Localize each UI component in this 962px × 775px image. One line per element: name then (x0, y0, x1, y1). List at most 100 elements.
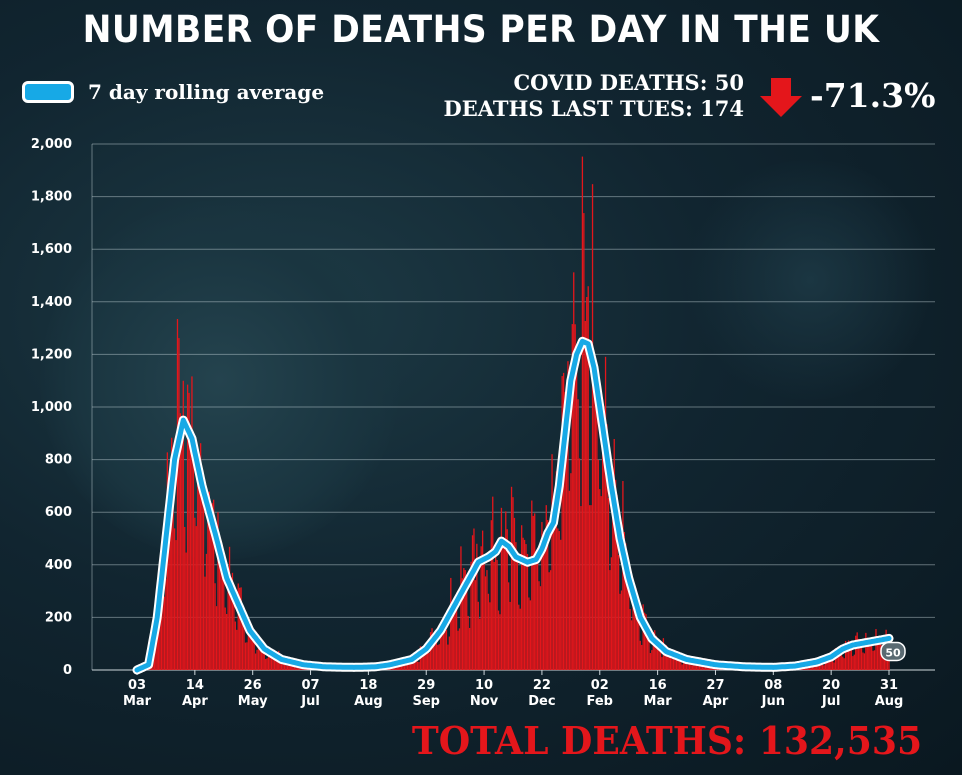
daily-bar (231, 572, 234, 670)
daily-bar (684, 658, 686, 670)
daily-bar (453, 609, 455, 670)
daily-bar (568, 490, 571, 670)
y-tick-label: 200 (45, 610, 72, 625)
daily-bar (509, 601, 511, 670)
daily-bar (690, 664, 692, 670)
daily-bar (204, 576, 206, 670)
daily-bar (267, 649, 270, 670)
daily-bar (415, 654, 417, 670)
daily-bar (510, 486, 513, 670)
daily-bar (639, 640, 641, 670)
daily-bar (194, 517, 196, 670)
daily-bar (179, 413, 182, 670)
daily-bar (217, 512, 219, 670)
end-value-label: 50 (880, 641, 906, 662)
daily-bar (512, 497, 514, 670)
daily-bar (516, 553, 518, 670)
daily-bar (872, 650, 874, 670)
y-axis-ticks: 0 200 400 600 800 1,000 1,200 1,400 1,600 1,800 2,… (31, 137, 72, 678)
daily-bar (641, 644, 643, 670)
x-tick-day: 18 (359, 678, 377, 693)
daily-bar (645, 614, 647, 670)
daily-bar (470, 561, 472, 670)
daily-bar (879, 640, 881, 670)
y-tick-label: 0 (63, 663, 72, 678)
daily-bar (549, 570, 552, 670)
daily-bar (207, 501, 209, 670)
daily-bar (859, 644, 861, 670)
daily-bar (163, 596, 166, 670)
daily-bar (155, 647, 157, 670)
total-deaths: TOTAL DEATHS: 132,535 (411, 718, 922, 763)
daily-bar (818, 662, 821, 670)
daily-bar (282, 660, 284, 670)
daily-bar (440, 629, 442, 670)
daily-bar (591, 184, 594, 670)
daily-bar (665, 645, 667, 670)
daily-bar (414, 658, 416, 670)
daily-bar (210, 506, 212, 670)
daily-bar (502, 545, 504, 670)
daily-bar (643, 612, 646, 670)
x-tick-month: Apr (182, 694, 208, 709)
x-tick-day: 07 (301, 678, 319, 693)
daily-bar (396, 665, 398, 670)
daily-bar (460, 546, 462, 670)
daily-bar (562, 372, 565, 670)
daily-bar (555, 471, 558, 670)
daily-bar (457, 630, 459, 670)
daily-bar (249, 626, 251, 670)
daily-bar (674, 649, 676, 670)
daily-bar (843, 658, 845, 670)
x-tick-month: Jul (300, 694, 320, 709)
daily-bar (195, 526, 197, 670)
daily-bar (836, 649, 838, 670)
daily-bar (497, 610, 500, 670)
daily-bar (876, 636, 879, 670)
daily-bar (870, 643, 873, 670)
daily-bar (241, 614, 244, 670)
daily-bar (269, 649, 271, 670)
daily-bar (597, 459, 599, 670)
daily-bar (677, 658, 679, 670)
x-tick-day: 10 (475, 678, 493, 693)
daily-bar (875, 629, 877, 670)
daily-bar (260, 646, 263, 670)
daily-bar (513, 517, 516, 670)
daily-bar (575, 355, 578, 670)
daily-bar (223, 575, 225, 670)
daily-bar (596, 387, 598, 670)
background-virus-decoration (40, 200, 400, 560)
daily-bar (578, 458, 581, 670)
daily-bar (451, 607, 453, 670)
daily-bar (479, 618, 481, 670)
daily-bar (862, 652, 864, 670)
y-tick-label: 1,400 (31, 295, 72, 310)
daily-bar (445, 630, 448, 670)
daily-bar (554, 511, 556, 670)
daily-bar (850, 647, 853, 670)
daily-bar (490, 520, 492, 670)
daily-bar (844, 640, 847, 670)
daily-bar (600, 496, 602, 670)
daily-bar (833, 662, 835, 670)
rolling-average-line (132, 336, 894, 675)
daily-bar (208, 491, 210, 670)
daily-bar (489, 602, 491, 670)
daily-bar (185, 552, 187, 670)
daily-bar (197, 458, 199, 670)
y-tick-label: 2,000 (31, 137, 72, 152)
daily-bar (172, 455, 174, 670)
stats-block: COVID DEATHS: 50 DEATHS LAST TUES: 174 (444, 70, 744, 122)
daily-bar (560, 539, 562, 670)
daily-bar (609, 570, 611, 670)
daily-bar (529, 600, 532, 670)
x-tick-month: Dec (528, 694, 555, 709)
x-tick-day: 02 (591, 678, 609, 693)
rolling-average-series (134, 338, 892, 673)
daily-bar (539, 586, 542, 670)
daily-bar (541, 521, 543, 670)
daily-bar (176, 319, 179, 670)
daily-bar (406, 664, 409, 670)
